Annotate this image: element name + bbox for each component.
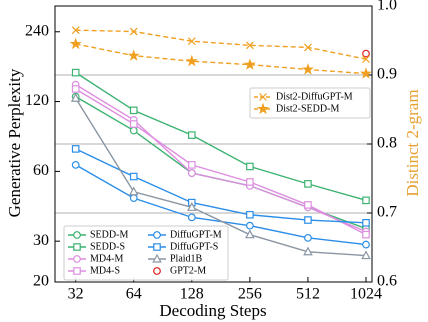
marker bbox=[362, 55, 370, 64]
legend-label: GPT2-M bbox=[170, 265, 206, 276]
marker bbox=[362, 219, 370, 227]
marker bbox=[187, 213, 196, 222]
marker bbox=[246, 178, 254, 186]
legend-label: SEDD-M bbox=[90, 229, 128, 240]
marker bbox=[129, 126, 138, 135]
marker bbox=[188, 161, 196, 169]
marker bbox=[128, 186, 139, 196]
series-line bbox=[75, 84, 367, 233]
legend-label: MD4-M bbox=[90, 253, 123, 264]
x-tick-label: 128 bbox=[180, 286, 204, 303]
x-tick-label: 256 bbox=[238, 286, 262, 303]
y2-axis-title: Distinct 2-gram bbox=[403, 89, 422, 196]
marker bbox=[71, 145, 80, 153]
marker bbox=[71, 68, 80, 77]
marker bbox=[152, 253, 162, 263]
y2-tick-label: 0.6 bbox=[377, 273, 397, 290]
x-tick-label: 512 bbox=[296, 286, 320, 303]
x-tick-label: 32 bbox=[68, 286, 84, 303]
marker bbox=[259, 93, 267, 101]
marker bbox=[246, 162, 254, 171]
marker bbox=[153, 231, 161, 239]
marker bbox=[153, 267, 161, 275]
marker bbox=[301, 63, 314, 75]
series-line bbox=[75, 72, 367, 202]
y-tick-label: 120 bbox=[25, 92, 49, 109]
marker bbox=[69, 37, 82, 50]
marker bbox=[129, 194, 138, 203]
marker bbox=[73, 231, 81, 239]
marker bbox=[256, 102, 270, 115]
marker bbox=[187, 169, 196, 177]
marker bbox=[127, 49, 140, 61]
marker bbox=[187, 202, 197, 211]
legend-label: DiffuGPT-M bbox=[170, 229, 222, 240]
marker bbox=[129, 172, 138, 181]
marker bbox=[73, 267, 81, 275]
marker bbox=[129, 120, 138, 128]
marker bbox=[304, 216, 312, 224]
marker bbox=[362, 230, 370, 239]
y-tick-label: 30 bbox=[33, 232, 49, 249]
y-tick-label: 60 bbox=[33, 162, 49, 179]
y-tick-label: 240 bbox=[25, 22, 49, 39]
legend-label: Plaid1B bbox=[170, 253, 203, 264]
marker bbox=[304, 43, 312, 52]
marker bbox=[243, 58, 256, 70]
marker bbox=[245, 221, 254, 230]
y2-tick-label: 1.0 bbox=[377, 0, 397, 14]
marker bbox=[361, 250, 371, 260]
marker bbox=[362, 240, 370, 249]
marker bbox=[304, 180, 312, 188]
series-line bbox=[75, 88, 367, 236]
y2-tick-label: 0.9 bbox=[377, 66, 397, 83]
marker bbox=[245, 229, 255, 239]
y-tick-label: 20 bbox=[33, 273, 49, 290]
marker bbox=[246, 210, 254, 219]
y-axis-title: Generative Perplexity bbox=[5, 68, 24, 217]
legend-label: Dist2-DiffuGPT-M bbox=[276, 91, 353, 102]
marker bbox=[245, 41, 254, 50]
marker bbox=[129, 27, 138, 36]
marker bbox=[71, 160, 80, 169]
marker bbox=[73, 255, 81, 263]
marker bbox=[359, 67, 373, 79]
marker bbox=[303, 246, 313, 256]
series-line bbox=[75, 97, 367, 257]
series-line bbox=[75, 29, 367, 60]
legend-label: SEDD-S bbox=[90, 241, 125, 252]
legend-label: DiffuGPT-S bbox=[170, 241, 218, 252]
marker bbox=[187, 37, 196, 46]
plot-frame bbox=[54, 5, 373, 283]
marker bbox=[362, 196, 370, 205]
marker bbox=[304, 201, 312, 209]
y2-tick-label: 0.7 bbox=[377, 204, 397, 221]
marker bbox=[71, 85, 80, 93]
y2-tick-label: 0.8 bbox=[377, 135, 397, 152]
legend-box bbox=[249, 87, 371, 119]
legend-box bbox=[63, 225, 229, 281]
marker bbox=[73, 243, 81, 251]
series-line bbox=[75, 148, 367, 224]
marker bbox=[185, 54, 198, 67]
legend-label: Dist2-SEDD-M bbox=[276, 103, 339, 114]
marker bbox=[362, 49, 370, 58]
marker bbox=[129, 106, 138, 115]
marker bbox=[71, 26, 80, 35]
x-tick-label: 1024 bbox=[350, 286, 382, 303]
marker bbox=[153, 243, 161, 251]
marker bbox=[304, 233, 312, 242]
legend-label: MD4-S bbox=[90, 265, 120, 276]
marker bbox=[188, 131, 196, 139]
x-axis-title: Decoding Steps bbox=[159, 301, 266, 320]
x-tick-label: 64 bbox=[126, 286, 142, 303]
series-line bbox=[75, 43, 367, 75]
marker bbox=[70, 93, 81, 102]
